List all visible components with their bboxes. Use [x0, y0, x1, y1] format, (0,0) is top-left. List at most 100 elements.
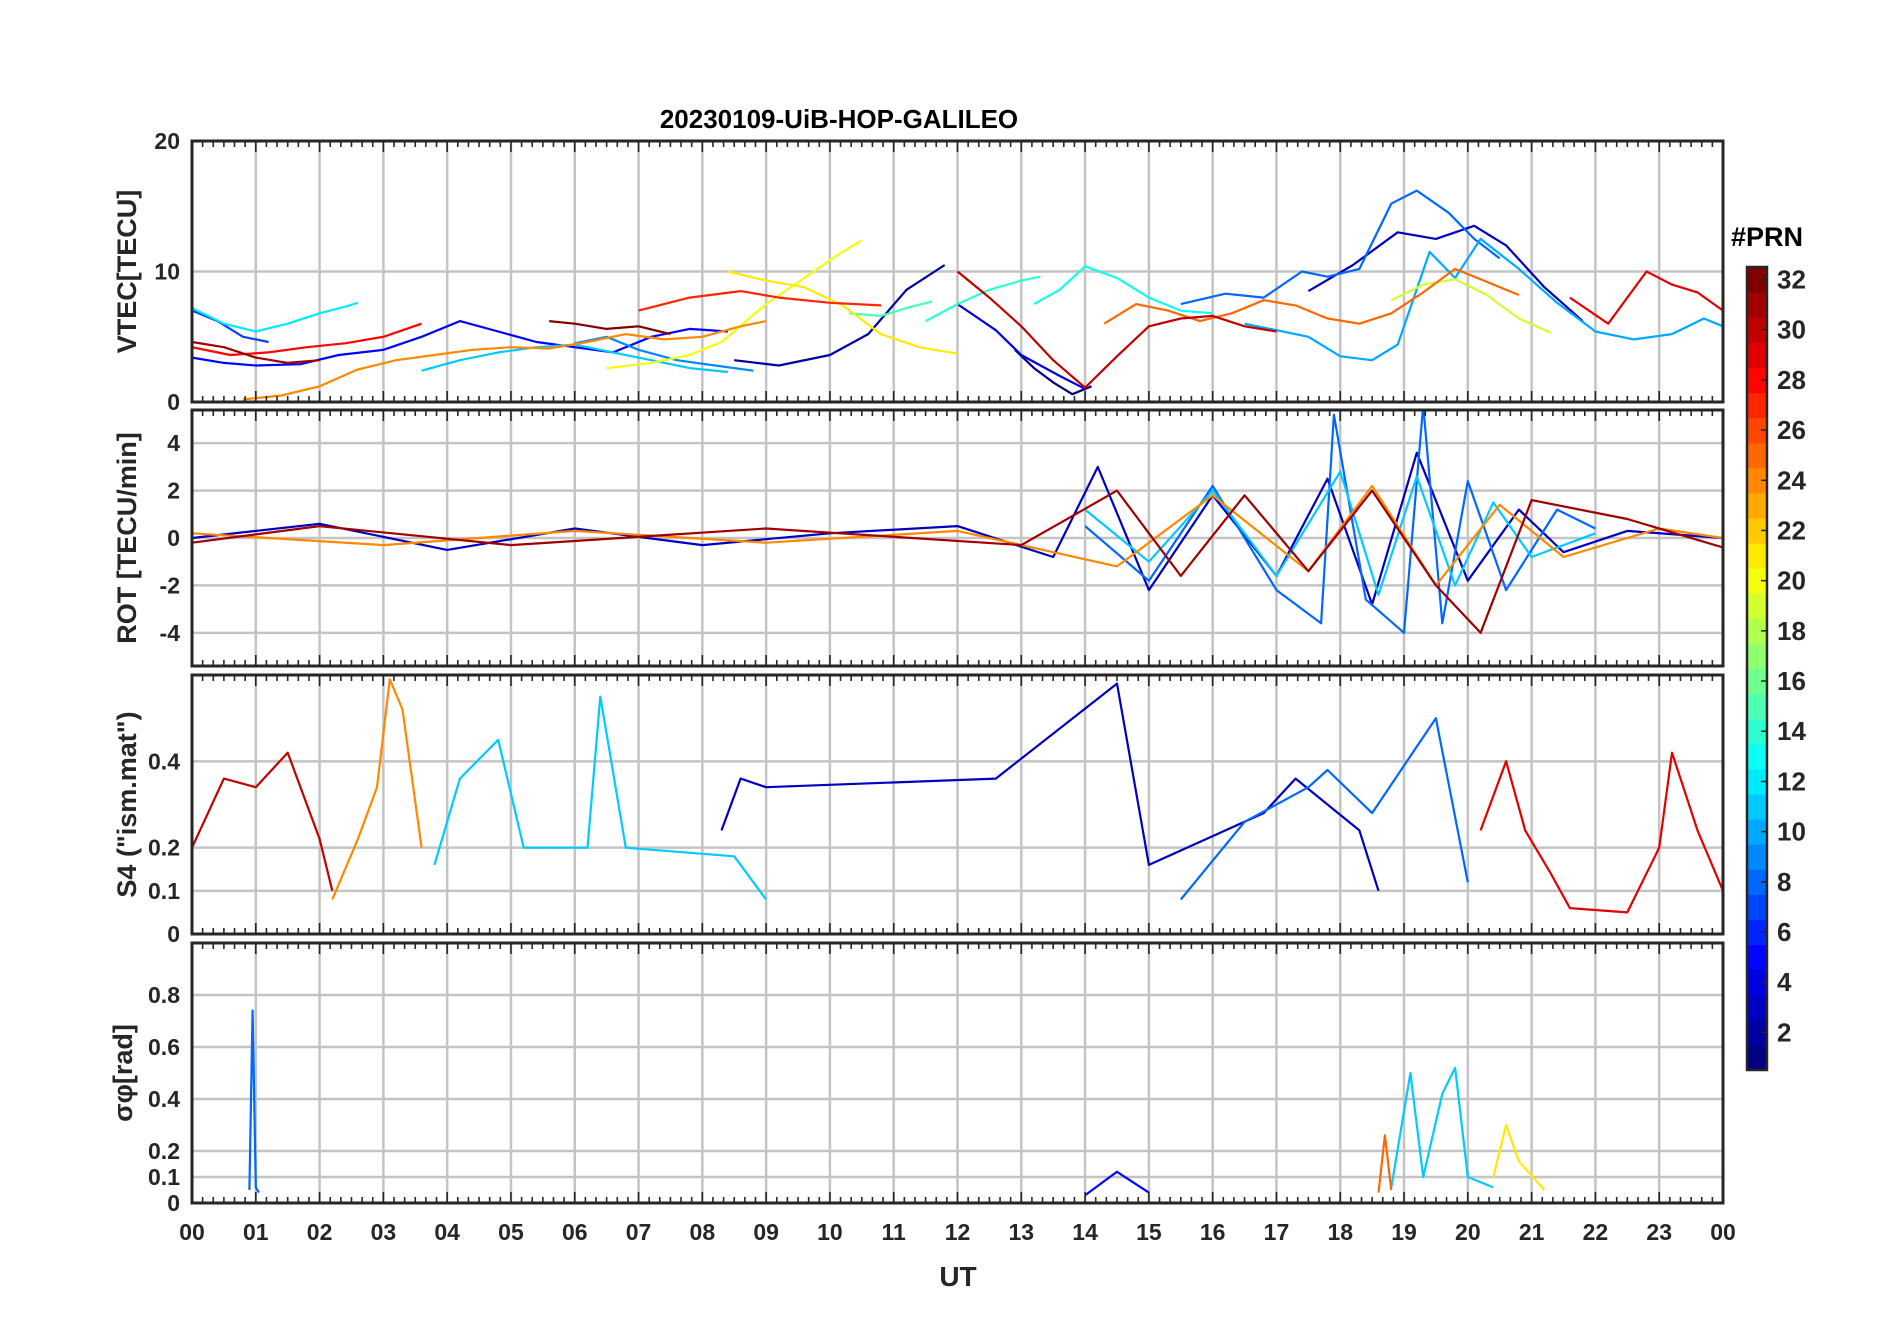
- series-line-prn-24: [242, 320, 767, 401]
- series-line-prn-29: [1569, 270, 1723, 325]
- colorbar-segment: [1747, 593, 1767, 619]
- y-tick-label: 0.2: [148, 835, 180, 861]
- x-tick-label: 20: [1455, 1219, 1481, 1245]
- series-line-prn-11: [1390, 1066, 1494, 1189]
- x-tick-label: 00: [1710, 1219, 1736, 1245]
- axes-frame: [190, 941, 1725, 1205]
- x-tick-label: 13: [1008, 1219, 1034, 1245]
- series-line-prn-19: [1390, 278, 1552, 334]
- colorbar-segment: [1747, 643, 1767, 670]
- y-axis-label-sigma: σφ[rad]: [108, 1024, 138, 1122]
- colorbar-segment: [1747, 292, 1767, 318]
- colorbar-segment: [1747, 718, 1767, 745]
- series-line-prn-9: [574, 335, 754, 372]
- colorbar-tick-label: 32: [1777, 265, 1806, 295]
- colorbar-segment: [1747, 417, 1767, 444]
- series-line-prn-29: [1479, 751, 1723, 914]
- panel-s4: 0 0.1 0.2 0.4S4 ("ism.mat"): [112, 673, 1725, 947]
- colorbar-segment: [1747, 618, 1767, 645]
- series-line-prn-1: [1014, 349, 1092, 396]
- y-tick-label: 10: [154, 259, 180, 285]
- y-tick-label: 0: [167, 389, 180, 415]
- y-tick-label: 0: [167, 1190, 180, 1216]
- colorbar-tick-label: 24: [1777, 465, 1806, 495]
- series-line-prn-25: [1377, 1134, 1393, 1193]
- series-line-prn-30: [192, 751, 334, 892]
- panel-vtec: 0 10 20 VTEC[TECU]: [112, 128, 1725, 415]
- panel-sigma: 00.10.2 0.4 0.6 0.8 σφ[rad]: [108, 941, 1725, 1216]
- series-line-prn-24: [331, 678, 423, 900]
- colorbar-segment: [1747, 969, 1767, 996]
- series-line-prn-12: [192, 301, 359, 333]
- x-tick-label: 23: [1646, 1219, 1672, 1245]
- x-tick-label: 00: [179, 1219, 205, 1245]
- y-axis-label-vtec: VTEC[TECU]: [112, 190, 142, 354]
- y-tick-label: -4: [160, 620, 181, 646]
- y-tick-label: 0.8: [148, 982, 180, 1008]
- x-axis-label: UT: [939, 1261, 976, 1292]
- y-tick-label: 2: [167, 478, 180, 504]
- colorbar-segment: [1747, 819, 1767, 845]
- series-line-prn-8: [1179, 717, 1469, 901]
- x-tick-label: 11: [882, 1219, 907, 1245]
- colorbar-segment: [1747, 517, 1767, 544]
- colorbar-tick-label: 20: [1777, 566, 1806, 596]
- series-line-prn-2: [734, 264, 946, 367]
- x-tick-label: 16: [1200, 1219, 1226, 1245]
- colorbar-segment: [1747, 492, 1767, 519]
- colorbar-segment: [1747, 342, 1767, 368]
- series-line-prn-21: [727, 270, 958, 355]
- colorbar-tick-label: 14: [1777, 716, 1806, 746]
- x-tick-label: 02: [307, 1219, 333, 1245]
- colorbar-segment: [1747, 467, 1767, 494]
- series-line-prn-4: [956, 303, 1086, 390]
- x-tick-label: 19: [1391, 1219, 1417, 1245]
- colorbar-segment: [1747, 919, 1767, 946]
- colorbar-segment: [1747, 768, 1767, 795]
- series-group: [192, 410, 1723, 634]
- series-line-prn-27: [638, 290, 882, 312]
- panel-rot: -4 -2 0 2 4 ROT [TECU/min]: [112, 408, 1725, 668]
- colorbar-segment: [1747, 869, 1767, 895]
- colorbar-segment: [1747, 693, 1767, 720]
- x-tick-label: 22: [1583, 1219, 1609, 1245]
- colorbar-segment: [1747, 844, 1767, 870]
- y-tick-label: -2: [160, 572, 180, 598]
- series-group: [192, 189, 1723, 401]
- chart-title: 20230109-UiB-HOP-GALILEO: [660, 104, 1018, 134]
- y-tick-label: 0.2: [148, 1138, 180, 1164]
- series-line-prn-31: [192, 489, 1723, 634]
- x-tick-label: 17: [1264, 1219, 1290, 1245]
- y-axis-label-s4: S4 ("ism.mat"): [112, 711, 142, 897]
- colorbar-segment: [1747, 994, 1767, 1021]
- colorbar-frame: [1745, 265, 1769, 1072]
- colorbar-tick-label: 18: [1777, 616, 1806, 646]
- axes-frame: [190, 139, 1725, 404]
- axes-frame: [190, 673, 1725, 936]
- x-tick-label: 09: [753, 1219, 779, 1245]
- y-tick-label: 0.1: [148, 1164, 180, 1190]
- colorbar-segment: [1747, 1019, 1767, 1046]
- series-line-prn-11: [433, 695, 767, 901]
- colorbar-segment: [1747, 894, 1767, 921]
- series-line-prn-11: [1084, 470, 1596, 597]
- colorbar-segment: [1747, 543, 1767, 569]
- series-line-prn-28: [192, 322, 422, 357]
- x-tick-label: 12: [945, 1219, 971, 1245]
- x-tick-label: 21: [1519, 1219, 1545, 1245]
- colorbar-label: #PRN: [1731, 222, 1803, 252]
- colorbar-tick-label: 28: [1777, 365, 1806, 395]
- colorbar-segment: [1747, 392, 1767, 419]
- series-line-prn-10: [1244, 237, 1723, 362]
- series-line-prn-21: [1492, 1123, 1546, 1191]
- series-line-prn-24: [192, 484, 1723, 587]
- x-tick-label: 07: [626, 1219, 652, 1245]
- colorbar-segment: [1747, 568, 1767, 594]
- series-line-prn-13: [1033, 265, 1213, 315]
- x-tick-label: 18: [1327, 1219, 1353, 1245]
- x-tick-label: 01: [243, 1219, 269, 1245]
- series-line-prn-5: [192, 320, 728, 367]
- series-line-prn-20: [606, 239, 863, 370]
